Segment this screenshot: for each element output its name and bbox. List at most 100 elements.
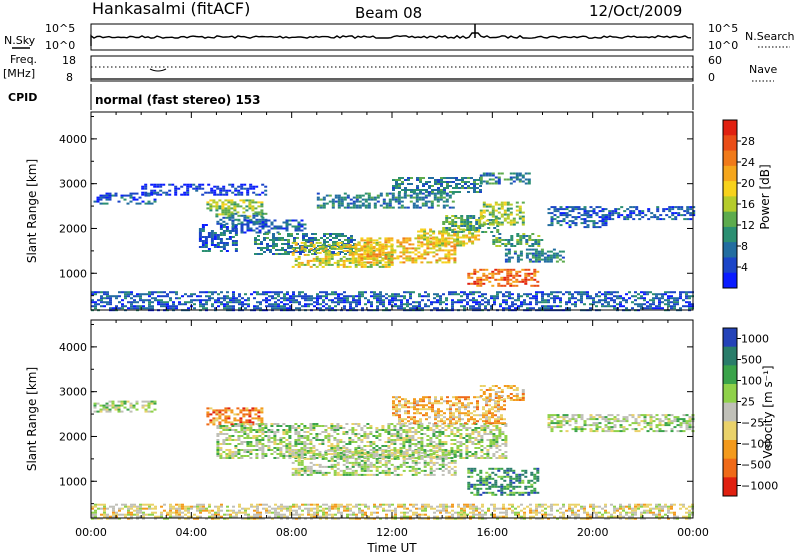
heatmap-cell [124,401,127,403]
heatmap-cell [220,242,223,244]
heatmap-cell [209,207,212,209]
heatmap-cell [438,259,441,261]
heatmap-cell [298,301,301,303]
heatmap-cell [510,220,513,222]
heatmap-cell [650,212,653,214]
heatmap-cell [504,214,507,216]
heatmap-cell [426,261,429,263]
heatmap-cell [670,307,673,309]
heatmap-cell [458,187,461,189]
heatmap-cell [441,237,444,239]
heatmap-cell [520,253,523,255]
heatmap-cell [593,222,596,224]
heatmap-cell [349,246,352,248]
heatmap-cell [319,456,322,458]
heatmap-cell [256,301,259,303]
heatmap-cell [419,207,422,209]
heatmap-cell [251,205,254,207]
heatmap-cell [249,186,252,188]
heatmap-cell [124,403,127,405]
heatmap-cell [679,293,682,295]
heatmap-cell [100,297,103,299]
heatmap-cell [593,208,596,210]
heatmap-cell [100,203,103,205]
heatmap-cell [420,443,423,445]
heatmap-cell [472,307,475,309]
heatmap-cell [535,261,538,263]
heatmap-cell [458,183,461,185]
heatmap-cell [522,216,525,218]
colorbar-segment [723,227,737,243]
heatmap-cell [608,218,611,220]
heatmap-cell [420,445,423,447]
heatmap-cell [350,239,353,241]
heatmap-cell [285,439,288,441]
heatmap-cell [352,472,355,474]
heatmap-cell [430,301,433,303]
heatmap-cell [490,297,493,299]
heatmap-cell [647,210,650,212]
heatmap-cell [273,457,276,459]
heatmap-cell [467,191,470,193]
heatmap-cell [249,431,252,433]
heatmap-cell [498,433,501,435]
heatmap-cell [227,409,230,411]
heatmap-cell [208,236,211,238]
heatmap-cell [495,437,498,439]
heatmap-cell [492,453,495,455]
heatmap-cell [388,266,391,268]
heatmap-cell [501,457,504,459]
heatmap-cell [661,301,664,303]
heatmap-cell [457,301,460,303]
heatmap-cell [358,295,361,297]
heatmap-cell [519,181,522,183]
heatmap-cell [408,437,411,439]
heatmap-cell [466,293,469,295]
heatmap-cell [535,259,538,261]
heatmap-cell [420,433,423,435]
heatmap-cell [412,307,415,309]
heatmap-cell [328,256,331,258]
heatmap-cell [252,188,255,190]
heatmap-cell [432,233,435,235]
heatmap-cell [516,239,519,241]
heatmap-cell [202,250,205,252]
heatmap-cell [259,301,262,303]
heatmap-cell [382,295,385,297]
heatmap-cell [619,295,622,297]
heatmap-cell [537,241,540,243]
heatmap-cell [376,295,379,297]
heatmap-cell [136,401,139,403]
heatmap-cell [389,201,392,203]
heatmap-cell [575,224,578,226]
heatmap-cell [210,188,213,190]
heatmap-cell [486,433,489,435]
heatmap-cell [267,439,270,441]
heatmap-cell [391,299,394,301]
heatmap-cell [359,205,362,207]
heatmap-cell [227,199,230,201]
heatmap-cell [554,210,557,212]
heatmap-cell [607,305,610,307]
heatmap-cell [282,453,285,455]
heatmap-cell [218,207,221,209]
heatmap-cell [235,299,238,301]
heatmap-cell [209,199,212,201]
heatmap-cell [166,305,169,307]
heatmap-cell [414,429,417,431]
heatmap-cell [373,291,376,293]
heatmap-cell [216,186,219,188]
heatmap-cell [231,425,234,427]
heatmap-cell [223,246,226,248]
heatmap-cell [121,291,124,293]
heatmap-cell [569,224,572,226]
heatmap-cell [531,243,534,245]
heatmap-cell [301,224,304,226]
heatmap-cell [216,439,219,441]
heatmap-cell [472,293,475,295]
heatmap-cell [422,193,425,195]
heatmap-cell [453,259,456,261]
heatmap-cell [540,239,543,241]
heatmap-cell [335,233,338,235]
